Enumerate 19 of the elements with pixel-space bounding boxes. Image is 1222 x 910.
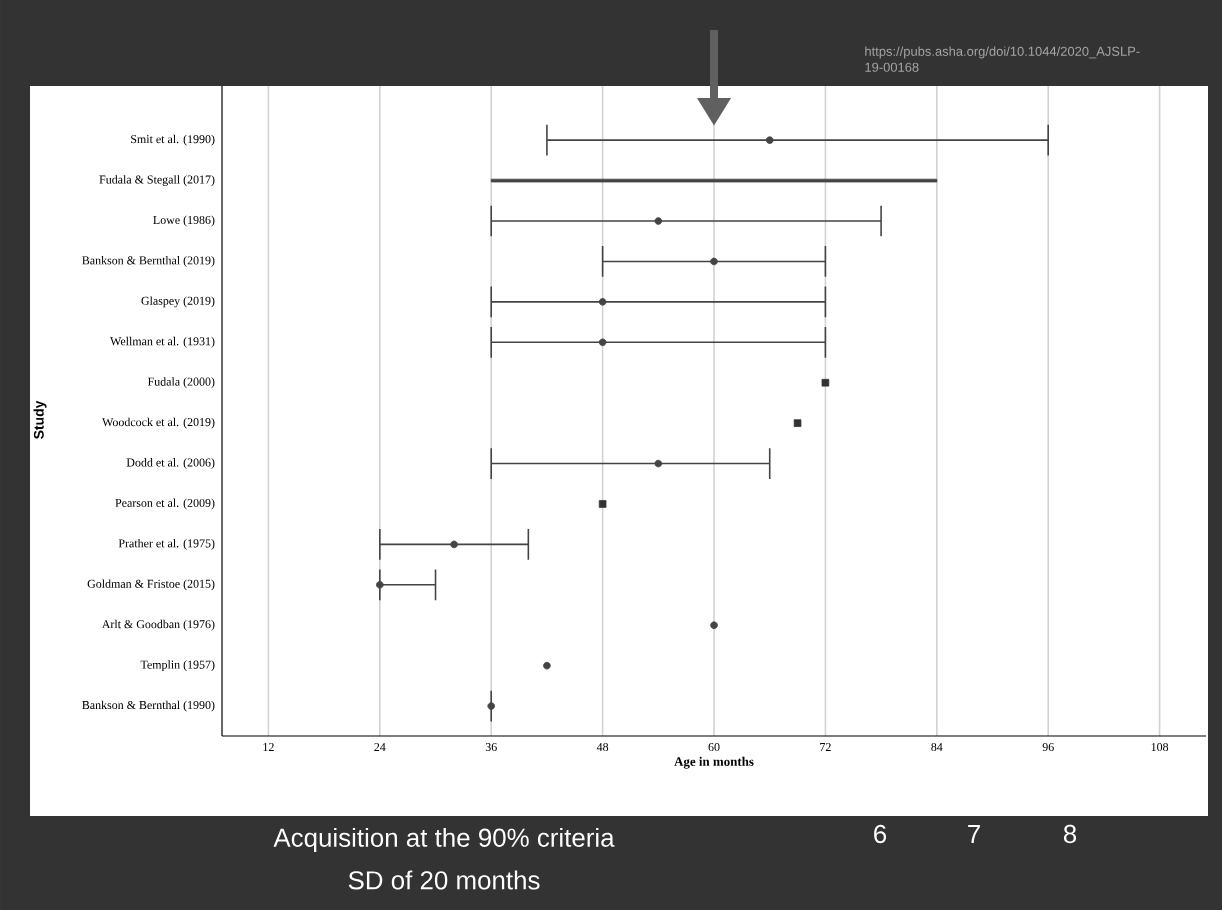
- point: [821, 378, 830, 387]
- point: [793, 419, 802, 427]
- text: 7: [968, 825, 980, 843]
- point: [543, 661, 551, 670]
- point: [654, 217, 663, 225]
- point: [654, 459, 663, 468]
- point: [765, 136, 774, 144]
- point: [598, 338, 607, 347]
- text: Acquisition at the 90% criteria: [273, 827, 615, 853]
- point: [710, 621, 718, 630]
- point: [710, 257, 718, 266]
- text: SD of 20 months: [348, 870, 540, 890]
- point: [598, 298, 607, 306]
- text: 8: [1063, 824, 1077, 844]
- point: [450, 540, 458, 549]
- point: [487, 702, 496, 710]
- text: 6: [874, 824, 887, 844]
- point: [598, 500, 607, 508]
- point: [376, 581, 384, 589]
